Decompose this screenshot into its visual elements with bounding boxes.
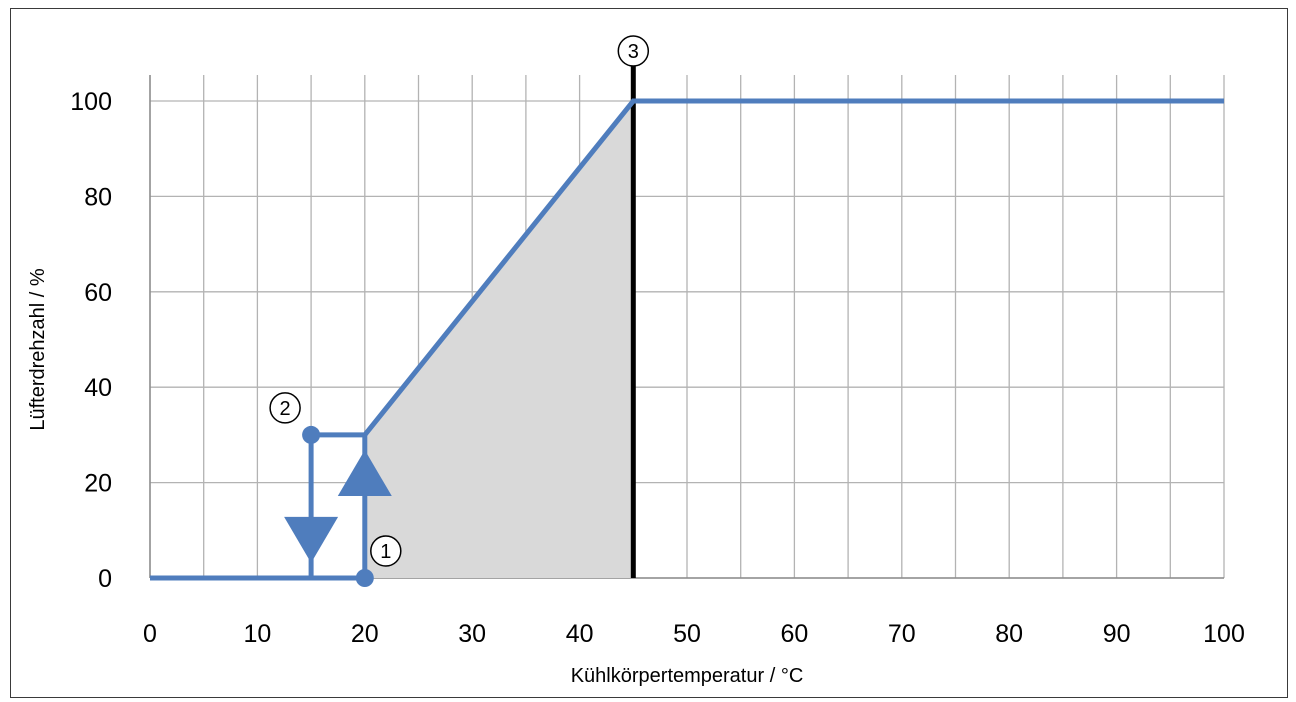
series-line-1 — [311, 98, 1224, 438]
marker-ring-3 — [617, 35, 650, 67]
y-tick-label: 20 — [84, 470, 112, 498]
x-tick-label: 50 — [673, 620, 701, 648]
x-tick-label: 30 — [458, 620, 486, 648]
x-tick-label: 60 — [780, 620, 808, 648]
chart-frame — [10, 8, 1288, 698]
marker-dot-1 — [355, 569, 374, 587]
x-tick-label: 10 — [243, 620, 271, 648]
y-tick-label: 0 — [98, 565, 112, 593]
shaded-region-layer — [364, 101, 634, 578]
x-axis-title: Kühlkörpertemperatur / °C — [571, 665, 804, 687]
x-tick-label: 0 — [143, 620, 157, 648]
x-tick-label: 70 — [888, 620, 916, 648]
arrow-up-1 — [337, 450, 392, 497]
x-tick-label: 90 — [1103, 620, 1131, 648]
marker-ring-2 — [269, 392, 301, 424]
y-tick-label: 100 — [70, 88, 112, 116]
y-axis-title: Lüfterdrehzahl / % — [27, 268, 49, 431]
marker-layer: 1 2 3 — [269, 35, 650, 587]
marker-label-2: 2 — [280, 398, 291, 420]
marker-dot-2 — [302, 425, 321, 444]
tick-label-layer: 0 10 20 30 40 50 60 70 80 90 100 0 20 40 60 80 100 — [70, 88, 1245, 648]
shaded-region — [364, 101, 634, 578]
y-tick-label: 80 — [84, 183, 112, 211]
marker-ring-1 — [370, 535, 402, 567]
arrow-down-0 — [284, 516, 339, 563]
x-tick-label: 100 — [1203, 620, 1245, 648]
y-tick-label: 60 — [84, 279, 112, 307]
y-tick-label: 40 — [84, 374, 112, 402]
marker-label-3: 3 — [628, 41, 639, 63]
marker-label-1: 1 — [380, 541, 391, 563]
x-tick-label: 20 — [351, 620, 379, 648]
x-tick-label: 80 — [995, 620, 1023, 648]
x-tick-label: 40 — [566, 620, 594, 648]
